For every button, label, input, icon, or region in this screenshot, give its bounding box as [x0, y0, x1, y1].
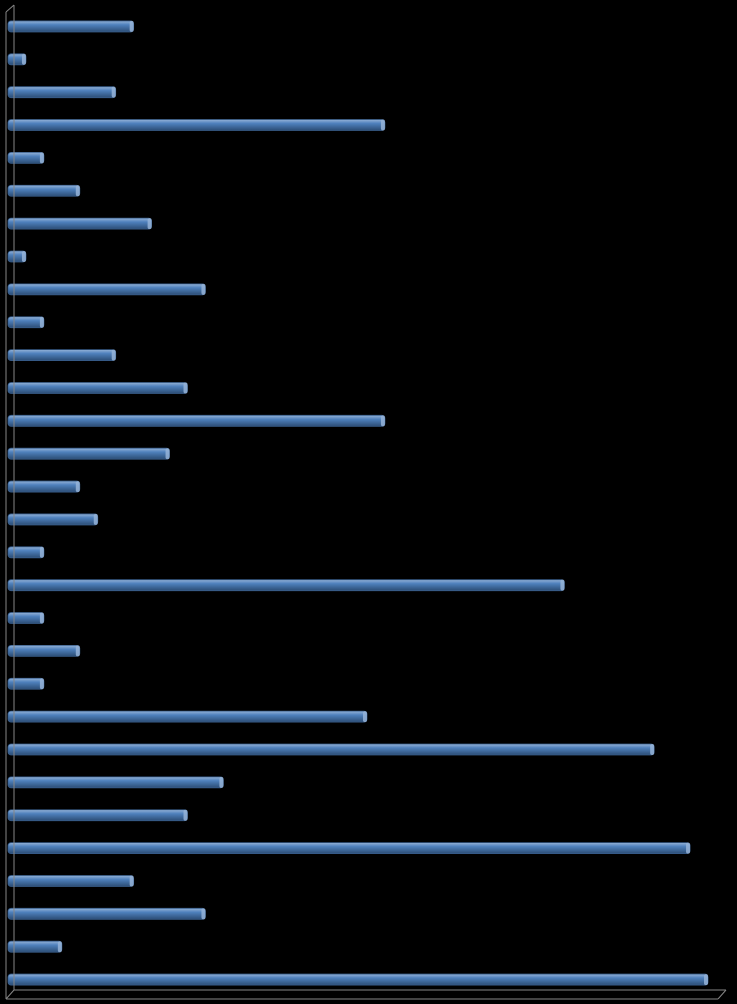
- axis-corner-bottom: [5, 989, 15, 1000]
- bar: [7, 612, 45, 624]
- bar-end-cap: [129, 875, 134, 887]
- bar: [7, 86, 117, 99]
- bar-end-cap: [39, 678, 44, 690]
- bar: [7, 875, 135, 887]
- bar: [7, 20, 135, 33]
- bar: [7, 250, 27, 263]
- bar-end-cap: [201, 908, 206, 920]
- bar-series: [7, 20, 709, 986]
- bar-body: [7, 710, 368, 723]
- bar: [7, 447, 170, 460]
- bar: [7, 809, 188, 822]
- bar: [7, 382, 188, 394]
- bar-end-cap: [183, 809, 188, 821]
- bar: [7, 907, 206, 920]
- bar-body: [7, 842, 691, 854]
- bar-body: [7, 579, 565, 592]
- bar: [7, 217, 152, 230]
- bar-body: [7, 743, 655, 756]
- bar-body: [7, 283, 206, 296]
- bar: [7, 119, 386, 131]
- bar-body: [7, 217, 152, 230]
- bar-body: [7, 349, 117, 362]
- bar-end-cap: [111, 86, 116, 98]
- bar-end-cap: [183, 382, 188, 394]
- bar-end-cap: [75, 185, 80, 197]
- bar: [7, 184, 81, 197]
- bar: [7, 53, 27, 66]
- bar: [7, 151, 45, 164]
- bar-end-cap: [75, 481, 80, 493]
- bar: [7, 645, 81, 657]
- bar-end-cap: [93, 513, 98, 525]
- bar-body: [7, 546, 45, 559]
- bar-body: [7, 907, 206, 920]
- bar-end-cap: [129, 20, 134, 32]
- bar-end-cap: [39, 316, 44, 328]
- bar-end-cap: [111, 349, 116, 361]
- bar-body: [7, 316, 45, 329]
- bar: [7, 973, 709, 986]
- bar-end-cap: [560, 579, 565, 591]
- bar: [7, 349, 117, 362]
- bar-body: [7, 119, 386, 131]
- bar-end-cap: [650, 744, 655, 755]
- bar: [7, 776, 224, 789]
- bar-end-cap: [21, 251, 26, 262]
- bar-body: [7, 86, 117, 99]
- bar-body: [7, 480, 81, 493]
- axes: [5, 4, 727, 1000]
- bar-end-cap: [39, 612, 44, 624]
- bar: [7, 743, 655, 756]
- bar-body: [7, 513, 99, 526]
- axis-corner-top: [5, 4, 15, 13]
- bar-end-cap: [165, 448, 170, 460]
- bar: [7, 283, 206, 296]
- bar-body: [7, 973, 709, 986]
- bar-end-cap: [362, 711, 367, 723]
- bar: [7, 710, 368, 723]
- bar: [7, 513, 99, 526]
- bar-end-cap: [39, 546, 44, 558]
- bar: [7, 940, 63, 953]
- bar-body: [7, 382, 188, 394]
- bar: [7, 677, 45, 690]
- bar-body: [7, 20, 135, 33]
- bar-end-cap: [147, 218, 152, 230]
- bar-body: [7, 184, 81, 197]
- bar: [7, 579, 565, 592]
- bar: [7, 414, 386, 427]
- bar-body: [7, 940, 63, 953]
- bar: [7, 842, 691, 854]
- bar: [7, 546, 45, 559]
- axis-corner-right: [717, 989, 727, 1000]
- bar-end-cap: [380, 119, 385, 131]
- bar-end-cap: [704, 974, 708, 986]
- bar-end-cap: [201, 283, 206, 295]
- bar: [7, 316, 45, 329]
- bar-body: [7, 809, 188, 822]
- bar-body: [7, 645, 81, 657]
- bar-body: [7, 875, 135, 887]
- bar-body: [7, 447, 170, 460]
- bar-end-cap: [21, 53, 26, 65]
- bar-end-cap: [686, 842, 691, 854]
- bar-body: [7, 677, 45, 690]
- bar-body: [7, 612, 45, 624]
- bar-end-cap: [57, 941, 62, 953]
- bar-end-cap: [380, 415, 385, 427]
- bar-end-cap: [39, 152, 44, 164]
- bar: [7, 480, 81, 493]
- bar-body: [7, 151, 45, 164]
- bar-body: [7, 776, 224, 789]
- bar-body: [7, 414, 386, 427]
- bar-end-cap: [219, 776, 224, 788]
- bar-end-cap: [75, 645, 80, 657]
